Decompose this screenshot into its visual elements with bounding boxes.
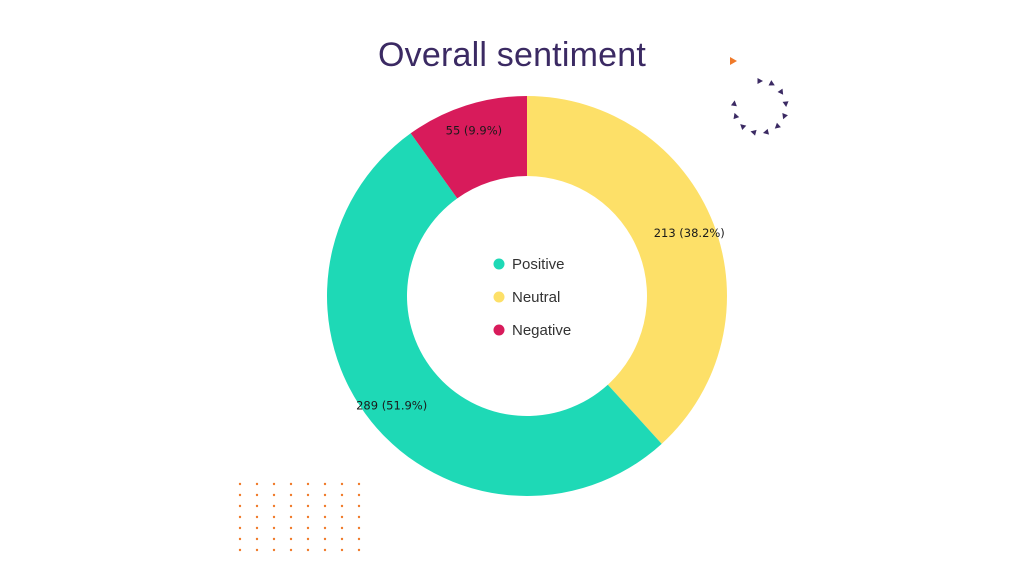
legend-label-negative: Negative [512,322,571,339]
legend-label-positive: Positive [512,256,565,273]
decorative-dot [289,537,293,541]
decorative-dot [306,504,310,508]
decorative-dot [289,504,293,508]
decorative-dot [289,493,293,497]
decorative-triangle [757,78,763,84]
decorative-dot [255,537,259,541]
decorative-dot [340,548,344,552]
decorative-dot [357,504,361,508]
decorative-dot [289,515,293,519]
decorative-dot [255,504,259,508]
decorative-orange-triangle [730,57,737,65]
decorative-dot [323,482,327,486]
decorative-triangle [777,88,784,95]
decorative-triangle [730,100,737,107]
decorative-dot [255,526,259,530]
decorative-dot [306,482,310,486]
decorative-triangle-ring [730,57,789,136]
decorative-triangle [782,113,788,120]
decorative-triangle [750,129,757,136]
slice-label-negative: 55 (9.9%) [446,123,502,137]
decorative-dot [323,515,327,519]
decorative-dot [306,548,310,552]
decorative-dot [323,548,327,552]
decorative-dot [255,493,259,497]
legend-marker-positive [493,258,505,270]
decorative-triangle [762,128,770,135]
decorative-dot [289,548,293,552]
legend-marker-negative [493,324,505,336]
decorative-dot [255,548,259,552]
slice-label-positive: 289 (51.9%) [356,398,427,412]
decorative-dot [238,482,242,486]
decorative-dot [340,482,344,486]
decorative-dot [340,526,344,530]
legend-label-neutral: Neutral [512,289,560,306]
decorative-dot [238,504,242,508]
decorative-dot [340,537,344,541]
decorative-triangle [774,122,781,129]
decorative-dot [272,537,276,541]
decorative-dot [357,537,361,541]
decorative-dot [357,482,361,486]
decorative-dot [289,482,293,486]
decorative-dot [357,493,361,497]
chart-title: Overall sentiment [378,36,646,74]
decorative-dot [306,493,310,497]
decorative-dot [272,515,276,519]
decorative-dot-grid [238,482,361,552]
decorative-dot [306,526,310,530]
decorative-dot [272,526,276,530]
decorative-triangle [740,124,747,131]
decorative-dot [340,504,344,508]
legend-marker-neutral [493,291,505,303]
slice-negative[interactable] [410,96,527,199]
decorative-dot [238,515,242,519]
slice-label-neutral: 213 (38.2%) [654,226,725,240]
decorative-dot [238,548,242,552]
decorative-dot [323,504,327,508]
decorative-triangle [782,101,789,108]
decorative-dot [306,537,310,541]
decorative-dot [357,515,361,519]
decorative-dot [238,537,242,541]
decorative-dot [238,493,242,497]
decorative-dot [357,548,361,552]
decorative-dot [272,493,276,497]
decorative-dot [357,526,361,530]
slice-neutral[interactable] [527,96,727,444]
decorative-dot [272,482,276,486]
decorative-dot [340,515,344,519]
decorative-triangle [768,80,775,86]
decorative-dot [289,526,293,530]
slice-positive[interactable] [326,133,662,497]
decorative-dot [306,515,310,519]
decorative-dot [323,493,327,497]
decorative-dot [323,537,327,541]
decorative-dot [340,493,344,497]
decorative-dot [323,526,327,530]
decorative-dot [238,526,242,530]
decorative-triangle [733,112,740,120]
decorative-dot [255,515,259,519]
decorative-dot [255,482,259,486]
decorative-dot [272,504,276,508]
decorative-dot [272,548,276,552]
